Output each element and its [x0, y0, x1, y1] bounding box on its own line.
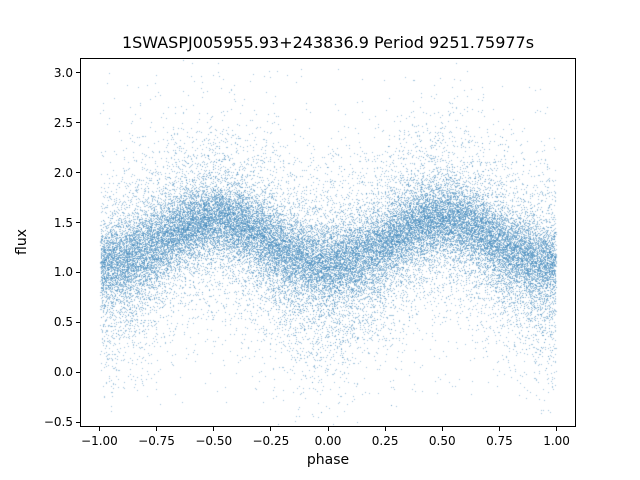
y-tick-label: 2.5 — [53, 115, 73, 130]
x-tick-label: 0.25 — [371, 434, 399, 448]
y-tick-label: 0.5 — [53, 315, 73, 330]
y-axis-label: flux — [14, 229, 30, 255]
y-tick-mark — [76, 321, 80, 323]
y-tick-label: 2.0 — [53, 165, 73, 180]
y-tick-label: 0.0 — [53, 365, 73, 380]
y-tick-mark — [76, 222, 80, 224]
y-tick-mark — [76, 271, 80, 273]
x-tick-mark — [213, 427, 215, 431]
x-tick-label: 1.00 — [543, 434, 570, 448]
x-tick-label: 0.00 — [314, 434, 342, 448]
x-tick-mark — [384, 427, 386, 431]
x-tick-label: −0.25 — [252, 434, 290, 448]
y-tick-mark — [76, 172, 80, 174]
x-axis-label: phase — [306, 452, 350, 468]
chart-title: 1SWASPJ005955.93+243836.9 Period 9251.75… — [121, 33, 535, 52]
x-tick-label: −0.50 — [195, 434, 233, 448]
x-tick-label: 0.50 — [428, 434, 456, 448]
y-tick-label: 3.0 — [53, 65, 73, 80]
y-tick-mark — [76, 122, 80, 124]
x-tick-label: −1.00 — [81, 434, 118, 448]
x-tick-mark — [98, 427, 100, 431]
y-tick-mark — [76, 421, 80, 423]
x-tick-mark — [498, 427, 500, 431]
y-tick-label: 1.5 — [53, 215, 73, 230]
plot-area — [80, 58, 576, 427]
x-tick-label: −0.75 — [138, 434, 175, 448]
x-tick-mark — [156, 427, 158, 431]
y-tick-label: −0.5 — [43, 415, 73, 429]
x-tick-mark — [441, 427, 443, 431]
x-tick-mark — [270, 427, 272, 431]
y-tick-mark — [76, 72, 80, 74]
scatter-canvas — [81, 59, 575, 426]
x-tick-label: 0.75 — [486, 434, 513, 448]
y-tick-mark — [76, 371, 80, 373]
y-tick-label: 1.0 — [53, 265, 73, 280]
x-tick-mark — [327, 427, 329, 431]
x-tick-mark — [556, 427, 558, 431]
